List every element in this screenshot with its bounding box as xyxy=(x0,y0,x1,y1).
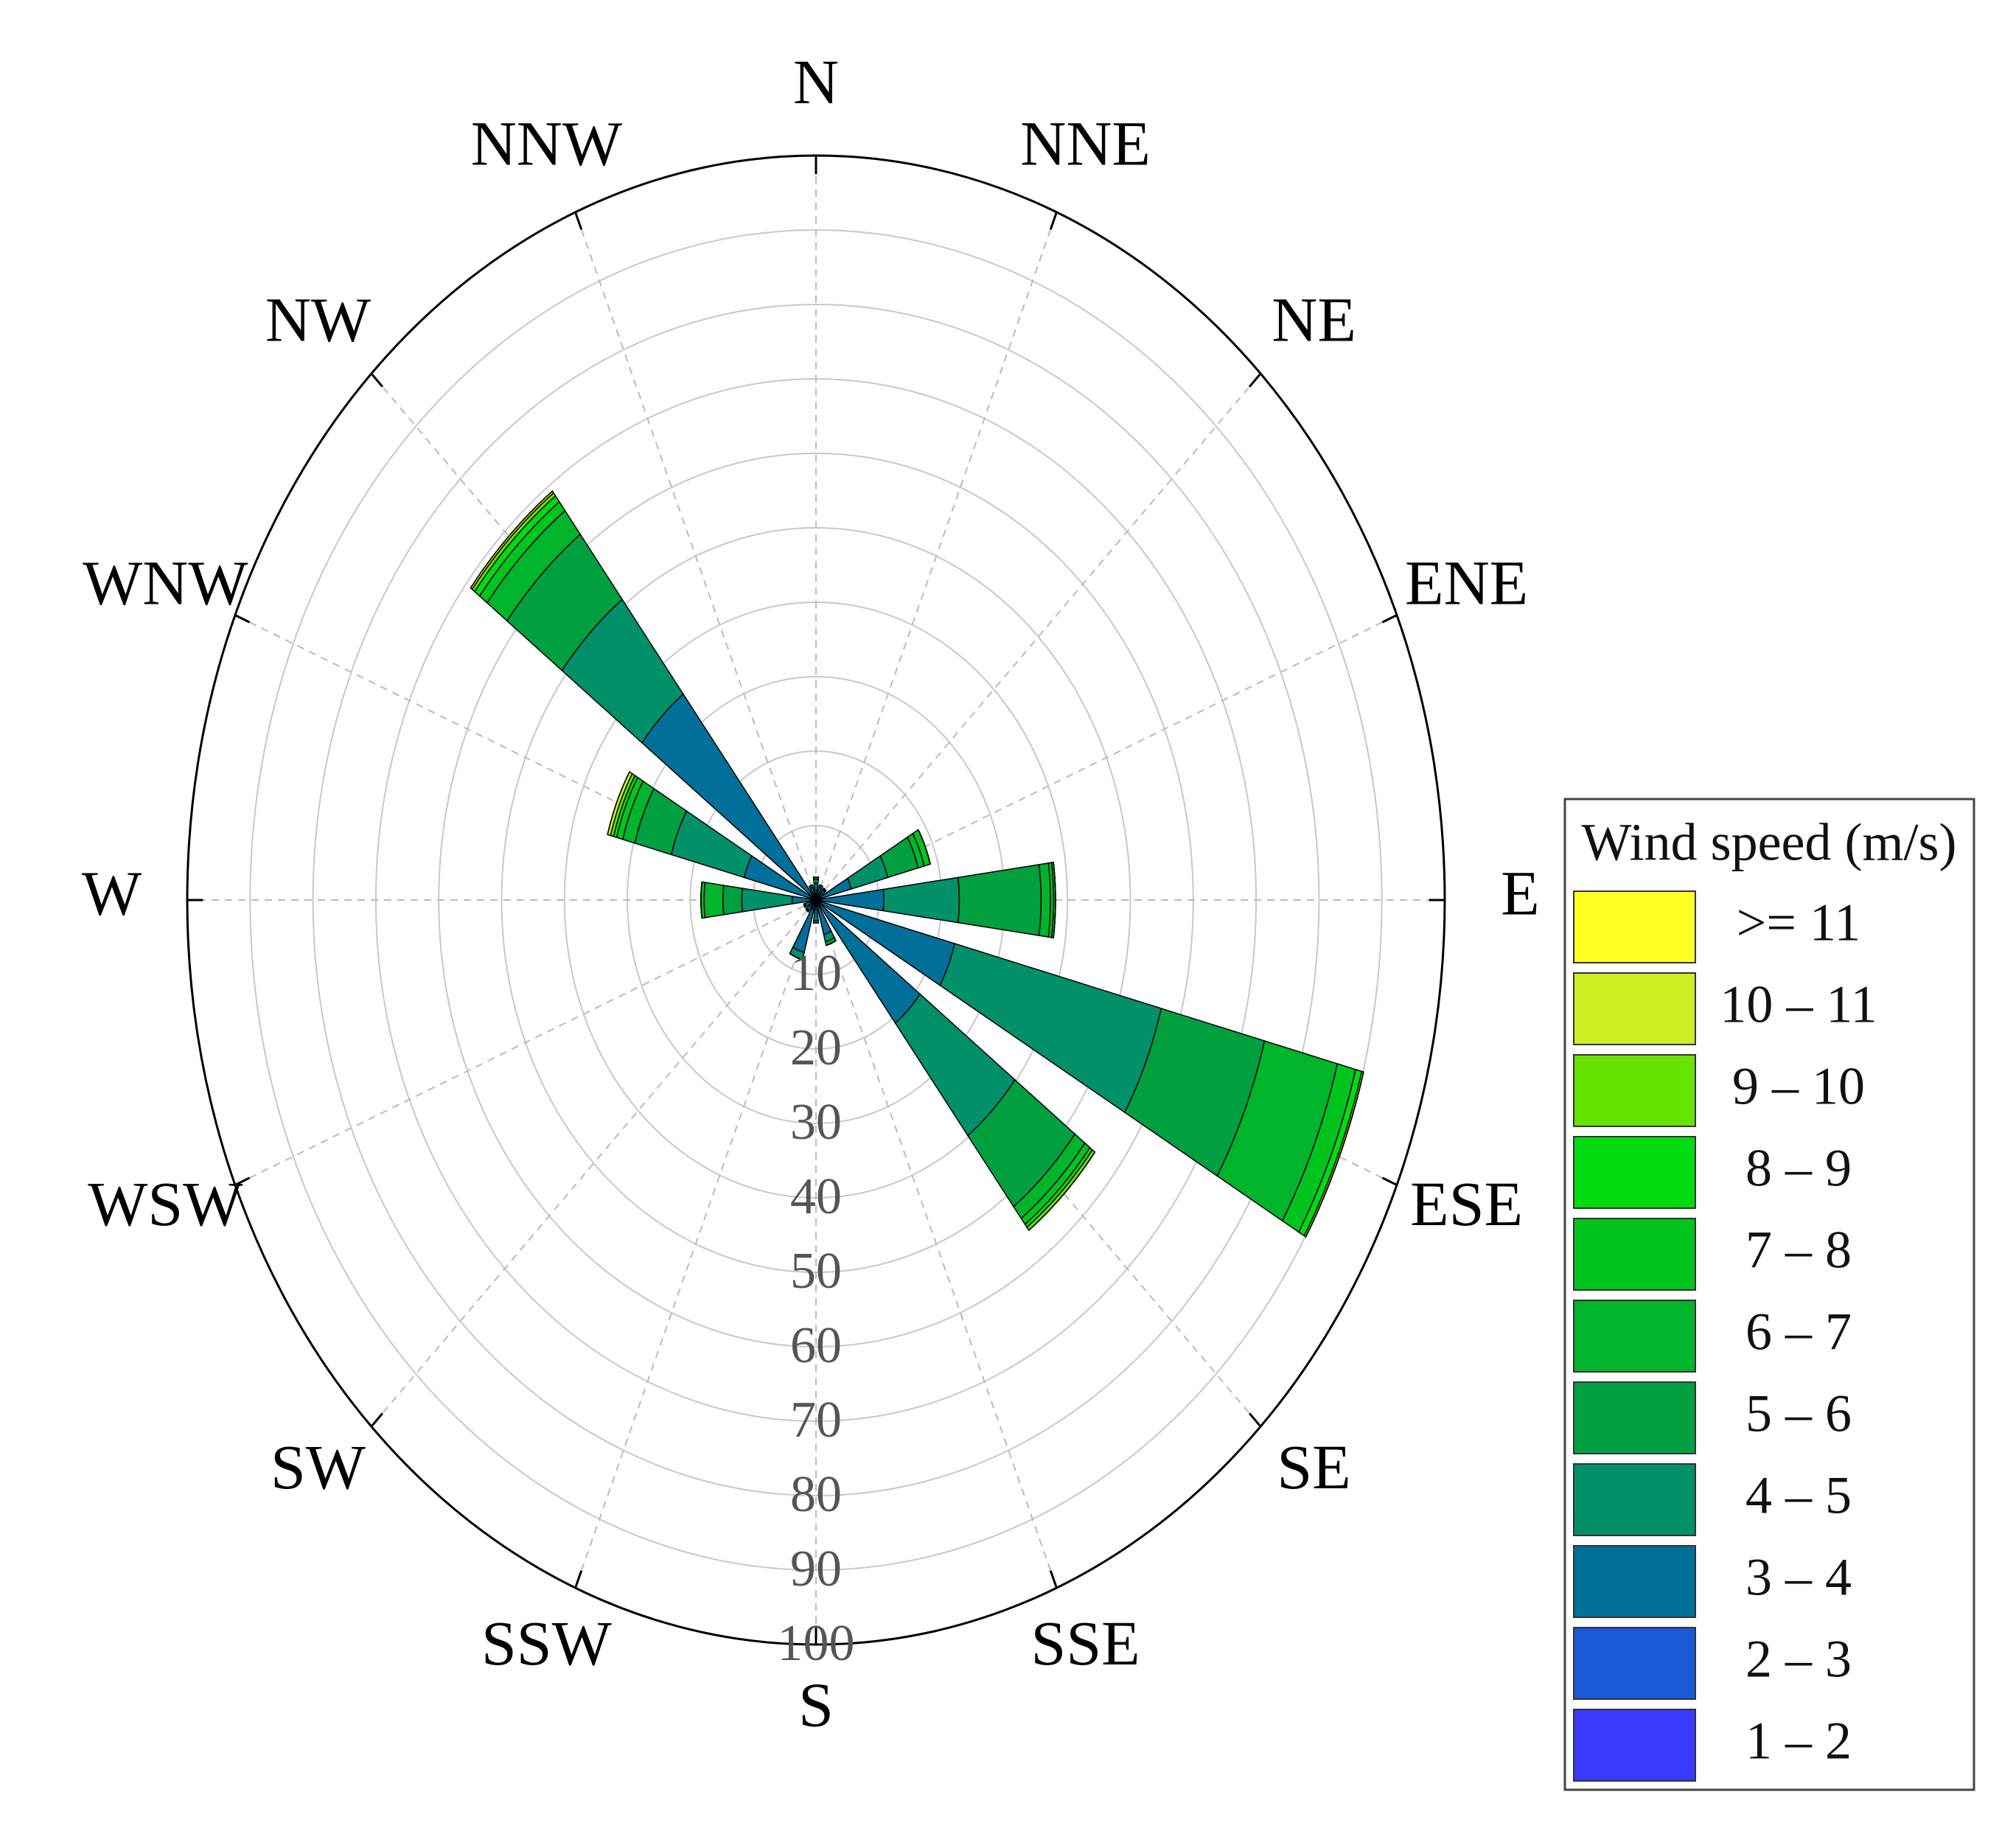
legend-swatch xyxy=(1573,1463,1696,1536)
r-tick-label: 100 xyxy=(778,1615,855,1672)
r-tick-label: 40 xyxy=(790,1168,842,1225)
wedge-segment xyxy=(470,490,553,589)
legend-label: 7 – 8 xyxy=(1745,1221,1852,1280)
legend-label: 10 – 11 xyxy=(1720,975,1877,1034)
r-tick-label: 80 xyxy=(790,1466,842,1523)
outer-tick xyxy=(1049,1570,1058,1589)
direction-label: SW xyxy=(271,1432,366,1502)
spoke xyxy=(815,899,1058,1589)
outer-tick xyxy=(1248,1412,1262,1428)
spoke xyxy=(234,899,817,1186)
legend-swatch xyxy=(1573,1054,1696,1127)
outer-tick xyxy=(234,1176,251,1186)
legend-label: 2 – 3 xyxy=(1745,1630,1852,1689)
r-tick-label: 20 xyxy=(790,1019,842,1076)
legend-label: 1 – 2 xyxy=(1745,1712,1852,1771)
spoke xyxy=(815,899,1261,1427)
r-tick-label: 60 xyxy=(790,1317,842,1374)
legend-label: 8 – 9 xyxy=(1745,1139,1852,1198)
spoke xyxy=(815,373,1261,901)
direction-label: ESE xyxy=(1410,1168,1523,1239)
outer-tick xyxy=(574,1570,583,1589)
wedge-segment xyxy=(823,888,827,892)
outer-tick xyxy=(370,1412,384,1428)
direction-label: WNW xyxy=(83,547,248,618)
wedge-segment xyxy=(805,908,809,913)
legend-label: >= 11 xyxy=(1737,893,1861,952)
legend-label: 3 – 4 xyxy=(1745,1548,1852,1607)
legend-swatch xyxy=(1573,1545,1696,1618)
legend-label: 4 – 5 xyxy=(1745,1466,1852,1525)
r-tick-label: 90 xyxy=(790,1541,842,1597)
legend-swatch xyxy=(1573,890,1696,963)
outer-tick xyxy=(234,614,251,624)
r-tick-label: 10 xyxy=(790,945,842,1002)
spoke xyxy=(574,899,817,1589)
wedge-segment xyxy=(700,882,703,918)
legend-swatch xyxy=(1573,1300,1696,1373)
spoke xyxy=(371,899,817,1427)
legend-swatch xyxy=(1573,1709,1696,1782)
wedge-segment xyxy=(789,952,803,960)
direction-label: E xyxy=(1501,858,1540,929)
legend-swatch xyxy=(1573,1136,1696,1209)
outer-tick xyxy=(1248,372,1262,388)
direction-label: SSW xyxy=(481,1608,612,1678)
wedge-segment xyxy=(957,864,1042,936)
direction-label: SE xyxy=(1277,1432,1350,1502)
direction-label: S xyxy=(798,1670,834,1740)
direction-label: NNE xyxy=(1020,108,1151,179)
wedge-segment xyxy=(882,876,960,924)
legend-label: 9 – 10 xyxy=(1732,1057,1865,1116)
spoke xyxy=(371,373,817,901)
wedge-segment xyxy=(722,885,744,916)
legend-swatch xyxy=(1573,1218,1696,1291)
legend-label: 6 – 7 xyxy=(1745,1303,1852,1361)
direction-label: NNW xyxy=(471,108,622,179)
outer-tick xyxy=(370,372,384,388)
spoke xyxy=(574,212,817,901)
legend-swatch xyxy=(1573,1627,1696,1700)
r-tick-label: 50 xyxy=(790,1243,842,1300)
outer-tick xyxy=(574,212,583,230)
wedge-segment xyxy=(803,904,806,908)
wedge-segment xyxy=(703,882,725,918)
direction-label: NE xyxy=(1272,284,1356,355)
grid-ring xyxy=(312,304,1320,1496)
outer-tick xyxy=(1049,212,1058,230)
r-tick-label: 30 xyxy=(790,1094,842,1151)
legend-swatch xyxy=(1573,972,1696,1045)
wedge-segment xyxy=(1028,1151,1095,1231)
wedge-segment xyxy=(741,888,793,913)
legend-box xyxy=(1563,798,1975,1791)
direction-label: SSE xyxy=(1030,1608,1140,1678)
r-tick-label: 70 xyxy=(790,1392,842,1448)
outer-tick xyxy=(1381,1176,1398,1186)
outer-tick xyxy=(1381,614,1398,624)
direction-label: NW xyxy=(265,284,371,355)
wedge-segment xyxy=(846,855,889,890)
legend-swatch xyxy=(1573,1381,1696,1454)
legend-label: 5 – 6 xyxy=(1745,1384,1852,1443)
legend-title: Wind speed (m/s) xyxy=(1582,813,1957,872)
wedge-segment xyxy=(1038,862,1051,938)
direction-label: WSW xyxy=(88,1168,243,1239)
direction-label: W xyxy=(82,858,142,929)
spoke xyxy=(815,212,1058,901)
direction-label: ENE xyxy=(1405,547,1528,618)
direction-label: N xyxy=(793,46,839,117)
